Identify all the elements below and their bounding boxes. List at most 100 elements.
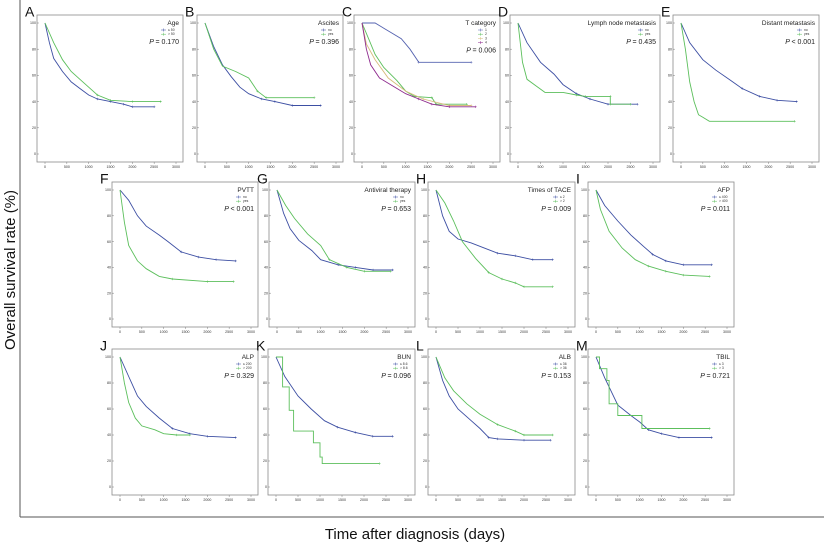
legend-swatch [236,362,241,366]
survival-curve-1 [276,189,393,271]
x-tick-label: 500 [615,498,621,502]
survival-curve-1 [204,22,321,106]
legend-label: ≤ 400 [719,195,728,199]
x-tick-label: 2000 [360,498,368,502]
censor-mark [371,435,374,438]
legend-swatch [553,195,558,199]
x-tick-label: 1000 [636,498,644,502]
plot-area [36,14,184,163]
y-tick-label: 20 [349,126,353,130]
x-tick-label: 3000 [649,165,657,169]
x-tick-label: 2000 [679,330,687,334]
x-tick-label: 500 [224,165,230,169]
x-tick-label: 1500 [424,165,432,169]
survival-curve-1 [435,189,553,261]
y-tick-label: 100 [421,188,427,192]
p-value-text: = 0.170 [155,39,179,46]
y-axis-label: Overall survival rate (%) [2,190,19,350]
censor-mark [264,96,268,99]
censor-mark [469,61,473,64]
x-tick-label: 2000 [360,330,368,334]
legend-swatch [638,32,643,36]
survival-curve-2 [361,22,467,105]
x-tick-label: 0 [119,330,121,334]
x-tick-label: 2000 [203,498,211,502]
y-tick-label: 80 [264,214,268,218]
panel-letter: J [100,338,107,354]
y-tick-label: 80 [32,47,36,51]
panel-letter: F [100,171,109,187]
legend-label: yes [804,32,810,36]
x-tick-label: 500 [64,165,70,169]
survival-curve-2 [44,22,161,103]
y-tick-label: 80 [263,381,267,385]
x-tick-label: 2000 [128,165,136,169]
censor-mark [319,104,322,107]
y-tick-label: 20 [107,459,111,463]
x-tick-label: 2000 [679,498,687,502]
plot-area [268,181,416,328]
survival-curve-1 [119,356,236,439]
legend-label: > 36 [560,366,567,370]
plot-area [587,181,735,328]
censor-mark [234,259,237,263]
x-tick-label: 1000 [476,330,484,334]
censor-mark [354,431,357,434]
p-value-text: = 0.396 [315,39,339,46]
x-tick-label: 1000 [160,498,168,502]
censor-mark [606,103,610,106]
y-tick-label: 100 [30,21,36,25]
p-symbol: P [541,373,546,380]
censor-mark [96,93,99,97]
legend-swatch [236,199,241,203]
censor-mark [179,250,183,254]
panel-title: PVTT [237,187,254,194]
p-value: P = 0.006 [466,48,496,55]
censor-mark [487,436,490,439]
x-tick-label: 3000 [489,165,497,169]
survival-curve-2 [435,356,553,436]
legend-swatch [712,199,717,203]
censor-mark [232,280,235,283]
panel-title: Age [167,20,179,27]
y-tick-label: 0 [34,152,36,156]
censor-mark [549,439,552,442]
censor-mark [496,252,499,255]
y-tick-label: 20 [423,459,427,463]
x-tick-label: 2000 [520,330,528,334]
p-value-text: = 0.096 [387,373,411,380]
panel-letter: A [25,4,35,20]
y-tick-label: 80 [349,47,353,51]
survival-curve-2 [119,189,234,283]
censor-mark [474,105,477,109]
censor-mark [584,95,587,98]
legend-swatch [161,28,166,32]
y-tick-label: 40 [264,266,268,270]
plot-area [353,14,501,163]
panel-letter: L [416,338,424,354]
y-tick-label: 20 [505,126,509,130]
y-tick-label: 0 [507,152,509,156]
x-tick-label: 2500 [701,498,709,502]
censor-mark [206,435,209,438]
p-value: P < 0.001 [785,39,815,46]
x-tick-label: 0 [361,165,363,169]
censor-mark [430,96,434,99]
panel-title: AFP [717,187,730,194]
censor-mark [487,271,490,274]
censor-mark [496,437,499,441]
plot-area [427,348,576,496]
legend-label: no [328,28,332,32]
legend-label: > 200 [243,366,252,370]
x-tick-label: 3000 [808,165,816,169]
y-tick-label: 20 [263,459,267,463]
legend-label: ≤ 3 [719,362,724,366]
legend-swatch [478,32,483,36]
plot-area [111,348,259,496]
legend-swatch [236,366,241,370]
p-symbol: P [700,373,705,380]
